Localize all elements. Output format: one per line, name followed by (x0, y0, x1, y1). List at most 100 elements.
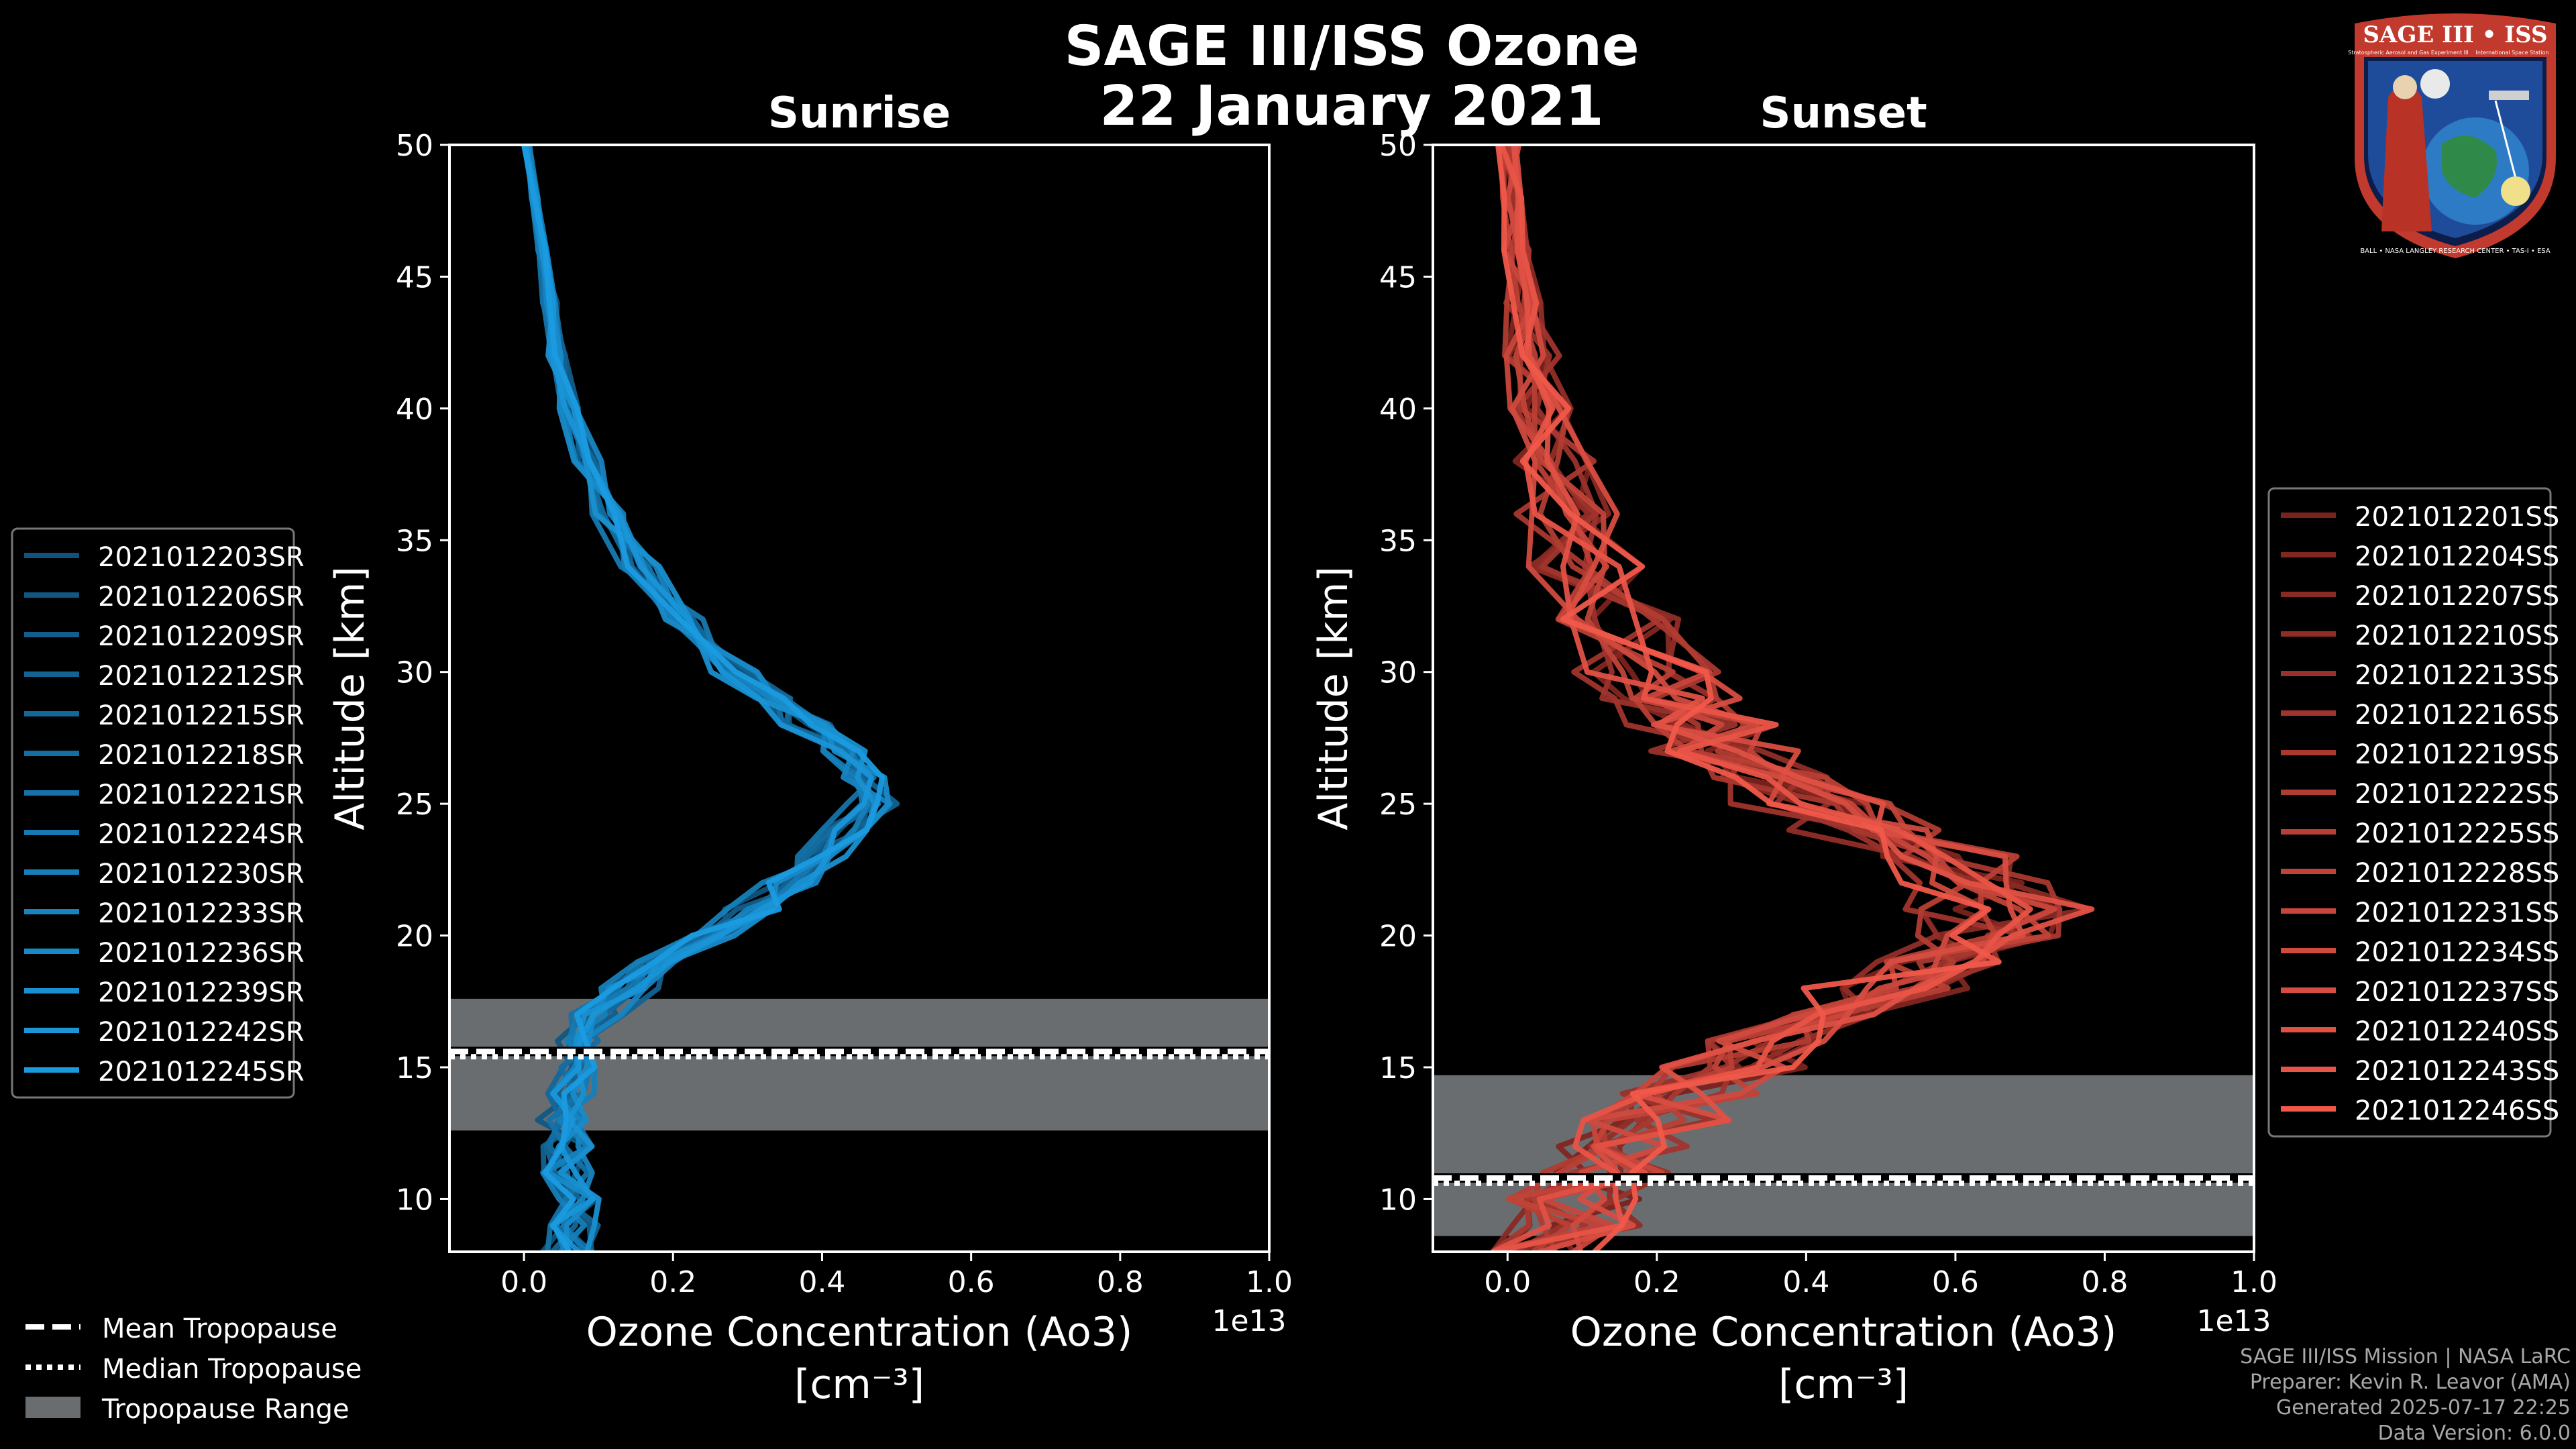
legend-label-2021012225SS: 2021012225SS (2355, 818, 2559, 849)
y-tick-label: 45 (396, 260, 433, 294)
plot-frame (1432, 144, 2255, 1253)
y-axis-label: Altitude [km] (1310, 566, 1357, 830)
legend-label-2021012209SR: 2021012209SR (98, 621, 305, 652)
panel-title: Sunset (1760, 89, 1927, 138)
sunrise-legend: 2021012203SR 2021012206SR 2021012209SR 2021… (11, 527, 305, 1099)
legend-label-2021012233SR: 2021012233SR (98, 898, 305, 929)
legend-label-2021012215SR: 2021012215SR (98, 700, 305, 731)
logo-title: SAGE III • ISS (2363, 21, 2547, 48)
y-tick-label: 40 (396, 392, 433, 427)
legend-label-2021012240SS: 2021012240SS (2355, 1016, 2559, 1047)
legend-label-2021012245SR: 2021012245SR (98, 1057, 305, 1087)
footer-preparer: Preparer: Kevin R. Leavor (AMA) (2249, 1371, 2571, 1394)
profile-line-2021012246SS (1495, 145, 2002, 1252)
sunset-legend: 2021012201SS 2021012204SS 2021012207SS 2021… (2267, 487, 2559, 1138)
figure-title: SAGE III/ISS Ozone 22 January 2021 (0, 15, 2576, 138)
legend-frame (11, 527, 295, 1099)
x-axis-unit: [cm⁻³] (1778, 1361, 1909, 1408)
x-tick-label: 0.6 (1932, 1265, 1979, 1299)
figure-title-line1: SAGE III/ISS Ozone (1064, 15, 1640, 78)
logo-subtitle-left: Stratospheric Aerosol and Gas Experiment… (2348, 50, 2468, 56)
legend-range-swatch (25, 1397, 80, 1418)
y-tick-label: 15 (1379, 1051, 1417, 1085)
legend-label-2021012237SS: 2021012237SS (2355, 977, 2559, 1008)
y-tick-label: 10 (396, 1183, 433, 1217)
logo-ring-text: BALL • NASA LANGLEY RESEARCH CENTER • TA… (2360, 248, 2551, 255)
x-tick-label: 0.8 (2081, 1265, 2128, 1299)
y-tick-label: 25 (1379, 788, 1417, 822)
y-tick-label: 35 (396, 524, 433, 558)
footer: SAGE III/ISS Mission | NASA LaRC Prepare… (2240, 1344, 2571, 1446)
x-axis-label: Ozone Concentration (Ao3) (1570, 1309, 2117, 1356)
legend-label-2021012231SS: 2021012231SS (2355, 898, 2559, 928)
x-tick-label: 1.0 (2231, 1265, 2277, 1299)
footer-mission: SAGE III/ISS Mission | NASA LaRC (2240, 1345, 2571, 1368)
legend-mean-label: Mean Tropopause (102, 1313, 337, 1344)
legend-label-2021012201SS: 2021012201SS (2355, 502, 2559, 533)
y-axis-label: Altitude [km] (327, 566, 374, 830)
legend-label-2021012228SS: 2021012228SS (2355, 858, 2559, 889)
legend-range-label: Tropopause Range (101, 1394, 350, 1425)
y-tick-label: 10 (1379, 1183, 1417, 1217)
y-tick-label: 50 (396, 129, 433, 163)
x-tick-label: 0.0 (1484, 1265, 1531, 1299)
legend-label-2021012246SS: 2021012246SS (2355, 1095, 2559, 1126)
y-tick-label: 30 (396, 656, 433, 690)
legend-label-2021012243SS: 2021012243SS (2355, 1056, 2559, 1087)
footer-generated: Generated 2025-07-17 22:25 (2275, 1396, 2571, 1419)
legend-label-2021012234SS: 2021012234SS (2355, 937, 2559, 968)
legend-label-2021012204SS: 2021012204SS (2355, 541, 2559, 572)
panel-sunrise: 0.0 0.2 0.4 0.6 0.8 1.0 10 15 20 25 30 35 40 45 50 1e13… (327, 89, 1293, 1408)
legend-label-2021012242SR: 2021012242SR (98, 1017, 305, 1048)
x-axis-label: Ozone Concentration (Ao3) (586, 1309, 1133, 1356)
legend-label-2021012206SR: 2021012206SR (98, 582, 305, 612)
legend-label-2021012212SR: 2021012212SR (98, 661, 305, 692)
legend-label-2021012236SR: 2021012236SR (98, 938, 305, 969)
logo-subtitle-right: International Space Station (2476, 50, 2549, 56)
x-tick-label: 0.4 (1782, 1265, 1829, 1299)
legend-label-2021012239SR: 2021012239SR (98, 977, 305, 1008)
legend-label-2021012224SR: 2021012224SR (98, 819, 305, 850)
x-tick-label: 0.8 (1097, 1265, 1144, 1299)
y-tick-label: 25 (396, 788, 433, 822)
legend-label-2021012210SS: 2021012210SS (2355, 621, 2559, 651)
x-tick-label: 1.0 (1246, 1265, 1293, 1299)
profile-line-2021012222SS (1502, 145, 1972, 1252)
y-tick-label: 45 (1379, 260, 1417, 294)
legend-label-2021012218SR: 2021012218SR (98, 740, 305, 771)
y-tick-label: 50 (1379, 129, 1417, 163)
y-tick-label: 20 (1379, 920, 1417, 954)
x-tick-label: 0.4 (798, 1265, 845, 1299)
x-scale-label: 1e13 (1212, 1304, 1286, 1338)
x-scale-label: 1e13 (2196, 1304, 2271, 1338)
profile-lines (521, 145, 900, 1252)
legend-median-label: Median Tropopause (102, 1354, 362, 1385)
legend-label-2021012203SR: 2021012203SR (98, 542, 305, 573)
figure-title-line2: 22 January 2021 (1099, 74, 1604, 138)
legend-label-2021012222SS: 2021012222SS (2355, 779, 2559, 810)
profile-line-2021012228SS (1492, 145, 2051, 1252)
y-tick-label: 40 (1379, 392, 1417, 427)
legend-frame (2267, 487, 2552, 1138)
legend-label-2021012219SS: 2021012219SS (2355, 739, 2559, 770)
y-tick-label: 20 (396, 920, 433, 954)
plot-frame (448, 144, 1271, 1253)
y-tick-label: 30 (1379, 656, 1417, 690)
panel-sunset: 0.0 0.2 0.4 0.6 0.8 1.0 10 15 20 25 30 35 40 45 50 1e13… (1310, 89, 2277, 1408)
profile-line-2021012243SS (1492, 145, 2033, 1252)
profile-line-2021012234SS (1505, 145, 1989, 1252)
legend-label-2021012221SR: 2021012221SR (98, 780, 305, 810)
legend-label-2021012213SS: 2021012213SS (2355, 660, 2559, 691)
x-tick-label: 0.2 (1633, 1265, 1680, 1299)
legend-label-2021012216SS: 2021012216SS (2355, 700, 2559, 731)
x-tick-label: 0.6 (948, 1265, 995, 1299)
y-tick-label: 15 (396, 1051, 433, 1085)
tropopause-legend: Mean Tropopause Median Tropopause Tropopau… (25, 1313, 362, 1425)
mission-patch-icon: SAGE III • ISS Stratospheric Aerosol and… (2348, 13, 2556, 258)
panel-title: Sunrise (768, 89, 951, 138)
legend-label-2021012230SR: 2021012230SR (98, 859, 305, 890)
footer-version: Data Version: 6.0.0 (2377, 1421, 2571, 1445)
legend-label-2021012207SS: 2021012207SS (2355, 581, 2559, 612)
x-tick-label: 0.2 (649, 1265, 696, 1299)
